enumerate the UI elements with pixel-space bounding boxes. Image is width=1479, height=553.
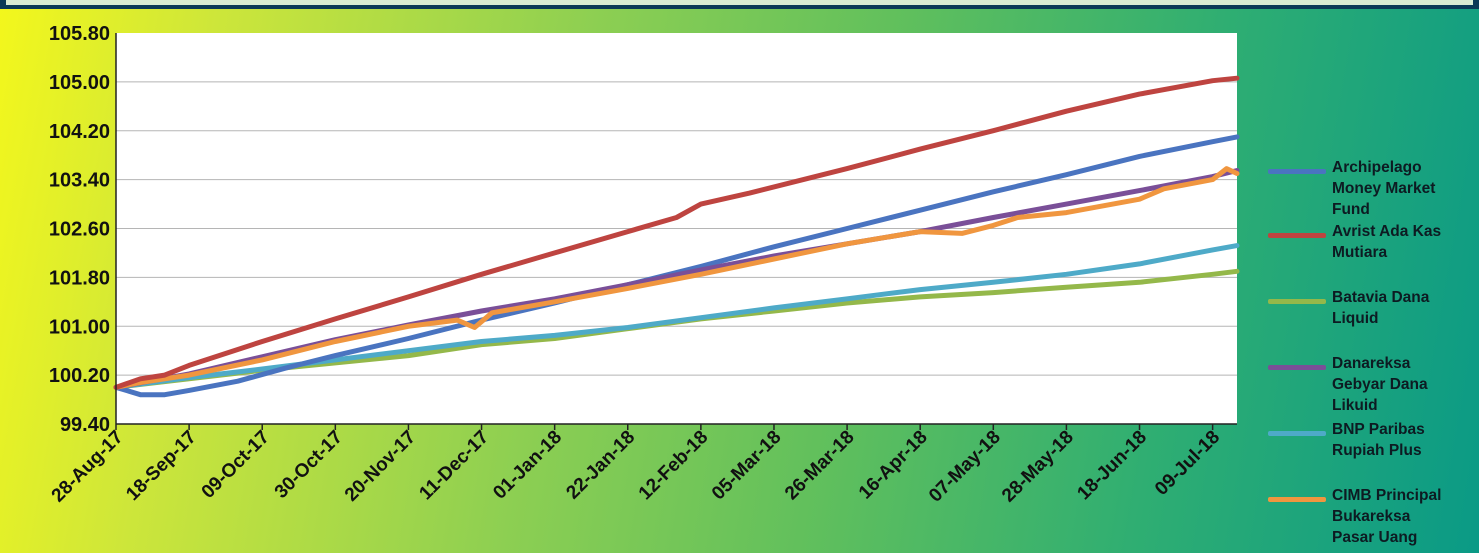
legend-label-line: Danareksa bbox=[1332, 355, 1411, 372]
y-tick-label: 105.00 bbox=[49, 72, 110, 94]
legend-label: Avrist Ada Kas Mutiara bbox=[1332, 221, 1470, 263]
x-tick-label: 18-Sep-17 bbox=[122, 427, 200, 505]
legend-swatch bbox=[1268, 169, 1326, 174]
legend-label-line: Bukareksa bbox=[1332, 508, 1411, 525]
legend-label-line: Archipelago bbox=[1332, 159, 1422, 176]
y-tick-label: 103.40 bbox=[49, 170, 110, 192]
legend-label-line: CIMB Principal bbox=[1332, 487, 1442, 504]
y-axis-ticks: 105.80 105.00 104.20 103.40 102.60 101.80 101.… bbox=[49, 23, 110, 436]
legend-label-line: Mutiara bbox=[1332, 244, 1388, 261]
x-tick-label: 11-Dec-17 bbox=[415, 427, 493, 505]
x-tick-label: 26-Mar-18 bbox=[781, 427, 859, 505]
x-tick-label: 16-Apr-18 bbox=[855, 427, 932, 504]
series-line bbox=[113, 166, 1240, 390]
x-tick-label: 05-Mar-18 bbox=[708, 427, 786, 505]
x-tick-label: 01-Jan-18 bbox=[489, 427, 566, 504]
x-tick-label: 22-Jan-18 bbox=[562, 427, 639, 504]
legend-swatch bbox=[1268, 497, 1326, 502]
legend-label: CIMB Principal Bukareksa Pasar Uang bbox=[1332, 485, 1470, 548]
top-border-bar bbox=[0, 0, 1479, 9]
legend-label: Danareksa Gebyar Dana Likuid bbox=[1332, 353, 1470, 416]
legend-label-line: Pasar Uang bbox=[1332, 529, 1418, 546]
y-tick-label: 101.80 bbox=[49, 267, 110, 289]
legend-label-line: Money Market bbox=[1332, 180, 1436, 197]
x-tick-label: 18-Jun-18 bbox=[1073, 427, 1151, 505]
legend-label: BNP Paribas Rupiah Plus bbox=[1332, 419, 1470, 461]
legend-label-line: Liquid bbox=[1332, 310, 1379, 327]
x-tick-label: 09-Oct-17 bbox=[198, 427, 274, 503]
top-border-highlight bbox=[6, 0, 1473, 5]
x-tick-label: 28-May-18 bbox=[998, 427, 1078, 507]
legend-swatch bbox=[1268, 431, 1326, 436]
y-tick-label: 101.00 bbox=[49, 316, 110, 338]
x-axis-ticks: 28-Aug-1718-Sep-1709-Oct-1730-Oct-1720-N… bbox=[48, 424, 1224, 507]
legend-swatch bbox=[1268, 365, 1326, 370]
x-tick-label: 28-Aug-17 bbox=[48, 427, 128, 507]
legend-label-line: Likuid bbox=[1332, 397, 1378, 414]
legend-label-line: Rupiah Plus bbox=[1332, 442, 1422, 459]
series-line bbox=[113, 75, 1240, 390]
legend-label-line: Fund bbox=[1332, 201, 1370, 218]
series-lines bbox=[113, 75, 1240, 398]
x-tick-label: 20-Nov-17 bbox=[341, 427, 420, 506]
legend-label-line: BNP Paribas bbox=[1332, 421, 1425, 438]
x-tick-label: 30-Oct-17 bbox=[271, 427, 347, 503]
y-tick-label: 99.40 bbox=[60, 414, 110, 436]
y-tick-label: 105.80 bbox=[49, 23, 110, 45]
legend-label-line: Batavia Dana bbox=[1332, 289, 1430, 306]
legend-label: Batavia Dana Liquid bbox=[1332, 287, 1470, 329]
legend-swatch bbox=[1268, 299, 1326, 304]
y-tick-label: 102.60 bbox=[49, 219, 110, 241]
x-tick-label: 12-Feb-18 bbox=[635, 427, 713, 505]
x-tick-label: 09-Jul-18 bbox=[1151, 427, 1224, 500]
x-tick-label: 07-May-18 bbox=[925, 427, 1005, 507]
legend-swatch bbox=[1268, 233, 1326, 238]
y-tick-label: 100.20 bbox=[49, 365, 110, 387]
y-tick-label: 104.20 bbox=[49, 121, 110, 143]
legend-label: Archipelago Money Market Fund bbox=[1332, 157, 1470, 220]
legend-label-line: Gebyar Dana bbox=[1332, 376, 1428, 393]
legend-label-line: Avrist Ada Kas bbox=[1332, 223, 1442, 240]
